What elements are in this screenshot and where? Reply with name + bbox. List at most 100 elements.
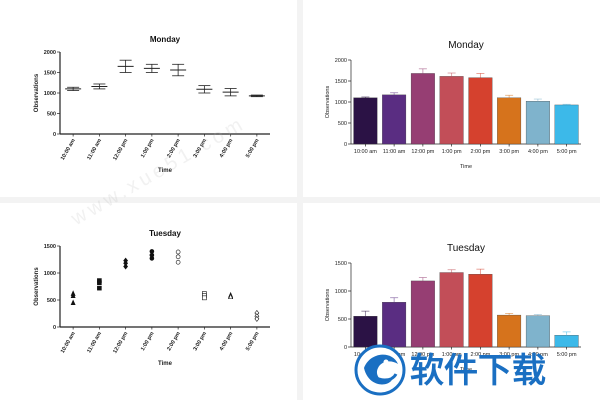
y-axis-label: Observations: [34, 73, 40, 112]
scatter-point-5-2: [202, 295, 207, 301]
x-axis-label: Time: [460, 367, 472, 373]
x-tick-label: 5:00 pm: [557, 352, 577, 358]
monday-bar-chart-panel: Monday 0 500 1000 1500 2000 10:00 am 11:00 am 12…: [303, 0, 600, 197]
errorbar-point-4: [170, 63, 187, 77]
y-axis-label: Observations: [34, 267, 40, 306]
x-tick-label: 1:00 pm: [140, 331, 156, 352]
scatter-point-7-2: [254, 315, 260, 322]
monday-errorbar-chart: Monday 0 500 1000 1500 2000 10:00 am 11:00 am 12…: [34, 35, 270, 174]
scatter-point-1-1: [97, 280, 102, 286]
scatter-point-3-0: [149, 249, 155, 254]
y-tick-label: 500: [47, 112, 56, 118]
x-tick-label: 11:00 am: [86, 138, 103, 161]
monday-bar-chart: Monday 0 500 1000 1500 2000 10:00 am 11:00 am 12…: [325, 40, 581, 170]
chart-title: Monday: [150, 35, 181, 44]
scatter-point-2-2: [123, 263, 129, 270]
y-tick-label: 2000: [335, 58, 347, 64]
x-tick-label: 10:00 am: [354, 149, 377, 155]
tuesday-bar-4: [468, 274, 493, 348]
site-logo: 软件下载: [352, 338, 600, 400]
x-tick-label: 4:00 pm: [219, 331, 235, 352]
y-tick-label: 500: [47, 298, 56, 304]
tuesday-bar-3: [439, 272, 464, 348]
monday-bar-5: [497, 97, 522, 145]
y-axis-label: Observations: [325, 86, 331, 119]
x-tick-label: 4:00 pm: [528, 149, 548, 155]
scatter-point-1-2: [97, 285, 102, 291]
chart-title: Tuesday: [447, 243, 485, 254]
tuesday-bar-0: [353, 316, 378, 348]
errorbar-point-1: [91, 83, 108, 90]
monday-errorbar-chart-panel: Monday 0 500 1000 1500 2000 10:00 am 11:00 am 12…: [0, 0, 297, 197]
x-tick-label: 3:00 pm: [193, 331, 209, 352]
x-tick-label: 4:00 pm: [528, 352, 548, 358]
y-tick-label: 1500: [335, 261, 347, 267]
y-tick-label: 0: [53, 132, 56, 138]
x-tick-label: 11:00 am: [86, 331, 103, 354]
y-tick-label: 500: [338, 121, 347, 127]
y-tick-label: 1000: [44, 91, 56, 97]
scatter-point-6-2: [228, 293, 234, 300]
y-tick-label: 0: [344, 345, 347, 351]
scatter-point-0-2: [70, 299, 76, 305]
dragon-logo-icon: [354, 344, 406, 396]
y-axis-label: Observations: [325, 289, 331, 322]
x-tick-label: 11:00 am: [383, 149, 406, 155]
y-tick-label: 2000: [44, 50, 56, 56]
x-tick-label: 5:00 pm: [245, 138, 261, 159]
tuesday-scatter-chart: Tuesday 0 500 1000 1500 10:00 am 11:00 am 12:00…: [34, 229, 270, 367]
y-tick-label: 1500: [44, 244, 56, 250]
x-tick-label: 10:00 am: [60, 331, 77, 354]
y-tick-label: 1000: [44, 271, 56, 277]
monday-bar-2: [410, 73, 435, 145]
x-tick-label: 5:00 pm: [557, 149, 577, 155]
scatter-point-3-2: [149, 256, 155, 261]
tuesday-bar-6: [525, 315, 550, 348]
x-axis-label: Time: [460, 164, 472, 170]
site-logo-graphic: 软件下载: [354, 344, 546, 396]
tuesday-bar-5: [497, 314, 522, 348]
monday-bar-1: [382, 94, 407, 145]
errorbar-point-0: [65, 86, 82, 91]
errorbar-point-7: [248, 94, 265, 98]
monday-bar-7: [554, 104, 579, 145]
x-tick-label: 12:00 pm: [112, 138, 129, 162]
monday-bar-4: [468, 77, 493, 145]
monday-bar-0: [353, 97, 378, 145]
x-tick-label: 12:00 pm: [411, 352, 434, 358]
x-tick-label: 2:00 pm: [470, 149, 490, 155]
logo-text: 软件下载: [410, 351, 546, 391]
x-axis-label: Time: [158, 361, 173, 367]
y-tick-label: 1000: [335, 100, 347, 106]
chart-title: Tuesday: [149, 229, 181, 238]
errorbar-point-3: [143, 63, 160, 73]
monday-bar-6: [525, 101, 550, 145]
y-tick-label: 1500: [335, 79, 347, 85]
x-axis-label: Time: [158, 168, 173, 174]
chart-title: Monday: [448, 40, 484, 51]
x-tick-label: 5:00 pm: [245, 331, 261, 352]
x-tick-label: 2:00 pm: [470, 352, 490, 358]
monday-bar-3: [439, 76, 464, 145]
errorbar-point-6: [222, 88, 239, 97]
x-tick-label: 3:00 pm: [499, 352, 519, 358]
x-tick-label: 10:00 am: [60, 138, 77, 161]
tuesday-bar-1: [382, 302, 407, 348]
y-tick-label: 500: [338, 317, 347, 323]
x-tick-label: 1:00 pm: [442, 149, 462, 155]
y-tick-label: 0: [344, 142, 347, 148]
scatter-point-0-1: [70, 292, 76, 298]
scatter-point-4-1: [175, 254, 181, 260]
x-tick-label: 3:00 pm: [499, 149, 519, 155]
x-tick-label: 12:00 pm: [112, 331, 129, 355]
x-tick-label: 1:00 pm: [140, 138, 156, 159]
y-tick-label: 1000: [335, 289, 347, 295]
errorbar-point-2: [117, 59, 134, 73]
x-tick-label: 1:00 pm: [442, 352, 462, 358]
x-tick-label: 12:00 pm: [411, 149, 434, 155]
scatter-point-4-2: [175, 259, 181, 265]
errorbar-point-5: [196, 85, 213, 94]
x-tick-label: 2:00 pm: [166, 331, 182, 352]
